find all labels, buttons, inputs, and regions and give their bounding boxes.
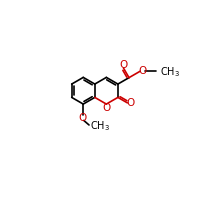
Text: CH$_3$: CH$_3$ [90,119,110,133]
Text: O: O [126,98,135,108]
Text: O: O [139,66,147,76]
Text: O: O [78,113,87,123]
Text: O: O [119,60,128,70]
Text: O: O [102,103,110,113]
Text: CH$_3$: CH$_3$ [160,65,180,79]
